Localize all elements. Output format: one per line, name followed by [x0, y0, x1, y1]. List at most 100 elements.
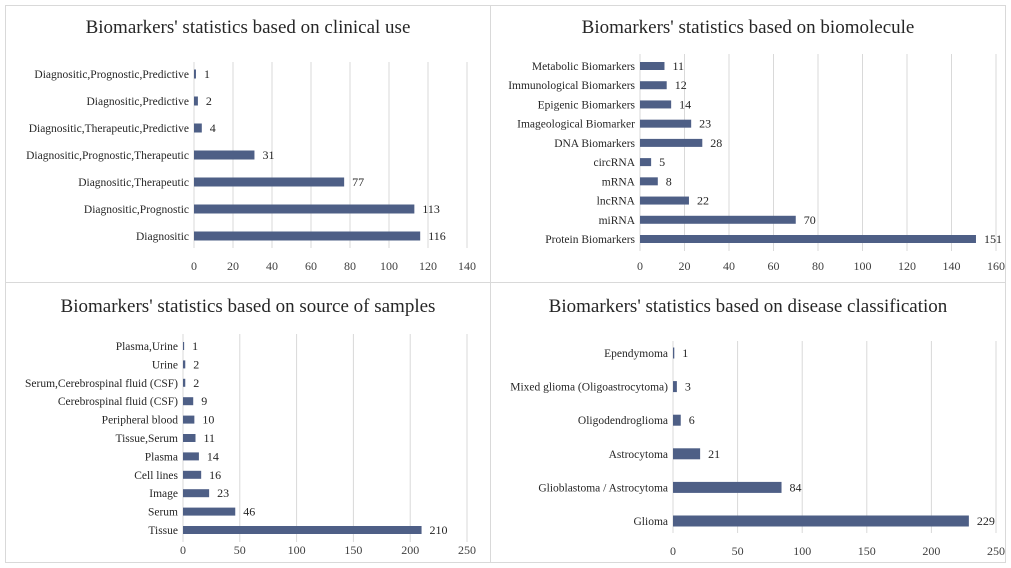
category-label: DNA Biomarkers	[554, 138, 635, 150]
category-label: Plasma,Urine	[116, 341, 178, 353]
bar	[194, 150, 255, 160]
bar	[194, 177, 345, 187]
bar	[194, 69, 196, 79]
x-tick-label: 40	[723, 259, 735, 273]
chart-title: Biomarkers' statistics based on disease …	[549, 296, 948, 317]
x-tick-label: 120	[419, 259, 437, 273]
x-tick-label: 120	[898, 259, 916, 273]
category-label: Tissue,Serum	[115, 433, 178, 445]
data-label: 21	[708, 447, 720, 461]
bar	[194, 231, 421, 241]
chart-title: Biomarkers' statistics based on clinical…	[86, 17, 411, 38]
data-label: 1	[682, 346, 688, 360]
chart-disease-classification: Biomarkers' statistics based on disease …	[491, 283, 1005, 562]
category-label: Plasma	[145, 451, 178, 463]
data-label: 10	[202, 413, 214, 427]
data-label: 12	[675, 78, 687, 92]
x-tick-label: 0	[191, 259, 197, 273]
x-tick-label: 160	[987, 259, 1005, 273]
data-label: 11	[203, 431, 215, 445]
category-label: Epigenic Biomarkers	[538, 99, 636, 111]
bar	[183, 507, 236, 516]
x-tick-label: 0	[670, 544, 676, 558]
bar	[640, 177, 658, 186]
x-tick-label: 80	[812, 259, 824, 273]
bar	[194, 204, 415, 214]
data-label: 6	[689, 413, 695, 427]
bar	[194, 96, 198, 106]
bar	[640, 138, 703, 147]
bar	[640, 215, 796, 224]
data-label: 70	[804, 213, 816, 227]
x-tick-label: 20	[679, 259, 691, 273]
bar	[183, 434, 196, 442]
chart-title: Biomarkers' statistics based on biomolec…	[582, 17, 915, 38]
category-label: Urine	[152, 359, 178, 371]
x-tick-label: 50	[732, 544, 744, 558]
x-tick-label: 20	[227, 259, 239, 273]
category-label: Cell lines	[134, 470, 178, 482]
category-label: Immunological Biomarkers	[508, 80, 635, 92]
category-label: Diagnositic,Predictive	[86, 96, 189, 108]
x-tick-label: 200	[922, 544, 940, 558]
data-label: 14	[207, 449, 219, 463]
bar	[183, 489, 210, 498]
data-label: 46	[243, 505, 255, 519]
category-label: Diagnositic,Therapeutic	[78, 177, 189, 189]
bar	[194, 123, 202, 133]
data-label: 28	[710, 136, 722, 150]
category-label: Serum	[148, 507, 178, 519]
data-label: 210	[430, 523, 448, 537]
category-label: Oligodendroglioma	[578, 415, 668, 427]
x-tick-label: 250	[987, 544, 1005, 558]
bar	[673, 414, 681, 426]
data-label: 11	[672, 59, 684, 73]
x-tick-label: 80	[344, 259, 356, 273]
chart-biomolecule: Biomarkers' statistics based on biomolec…	[491, 6, 1005, 282]
category-label: miRNA	[599, 215, 636, 227]
x-tick-label: 0	[180, 543, 186, 557]
data-label: 31	[262, 148, 274, 162]
category-label: Diagnositic,Prognostic	[84, 204, 189, 216]
data-label: 229	[977, 514, 995, 528]
chart-svg: Biomarkers' statistics based on clinical…	[26, 17, 476, 273]
bar	[183, 526, 422, 534]
chart-source-of-samples: Biomarkers' statistics based on source o…	[6, 283, 490, 562]
data-label: 151	[984, 232, 1002, 246]
data-label: 22	[697, 194, 709, 208]
category-label: Diagnositic,Prognostic,Therapeutic	[26, 150, 189, 162]
bar	[640, 100, 672, 109]
x-tick-label: 60	[768, 259, 780, 273]
data-label: 2	[206, 94, 212, 108]
bar	[673, 481, 782, 493]
data-label: 14	[679, 97, 691, 111]
bar	[673, 347, 675, 359]
x-tick-label: 100	[793, 544, 811, 558]
bar	[183, 342, 185, 350]
category-label: lncRNA	[597, 196, 636, 208]
bar	[640, 119, 692, 128]
category-label: Protein Biomarkers	[545, 234, 635, 246]
x-tick-label: 100	[854, 259, 872, 273]
chart-svg: Biomarkers' statistics based on biomolec…	[508, 17, 1005, 273]
data-label: 2	[193, 376, 199, 390]
category-label: Cerebrospinal fluid (CSF)	[58, 396, 178, 408]
data-label: 23	[699, 117, 711, 131]
data-label: 8	[666, 174, 672, 188]
category-label: Mixed glioma (Oligoastrocytoma)	[510, 382, 668, 394]
data-label: 23	[217, 486, 229, 500]
category-label: circRNA	[593, 157, 635, 169]
data-label: 84	[790, 480, 802, 494]
category-label: Tissue	[148, 525, 178, 537]
bar	[183, 452, 199, 461]
data-label: 9	[201, 394, 207, 408]
bar	[183, 378, 186, 387]
bar	[183, 360, 186, 369]
x-tick-label: 100	[288, 543, 306, 557]
chart-clinical-use: Biomarkers' statistics based on clinical…	[6, 6, 490, 282]
category-label: Peripheral blood	[102, 415, 179, 427]
category-label: Imageological Biomarker	[517, 119, 635, 131]
chart-svg: Biomarkers' statistics based on source o…	[25, 296, 476, 557]
bar	[640, 196, 689, 205]
x-tick-label: 100	[380, 259, 398, 273]
